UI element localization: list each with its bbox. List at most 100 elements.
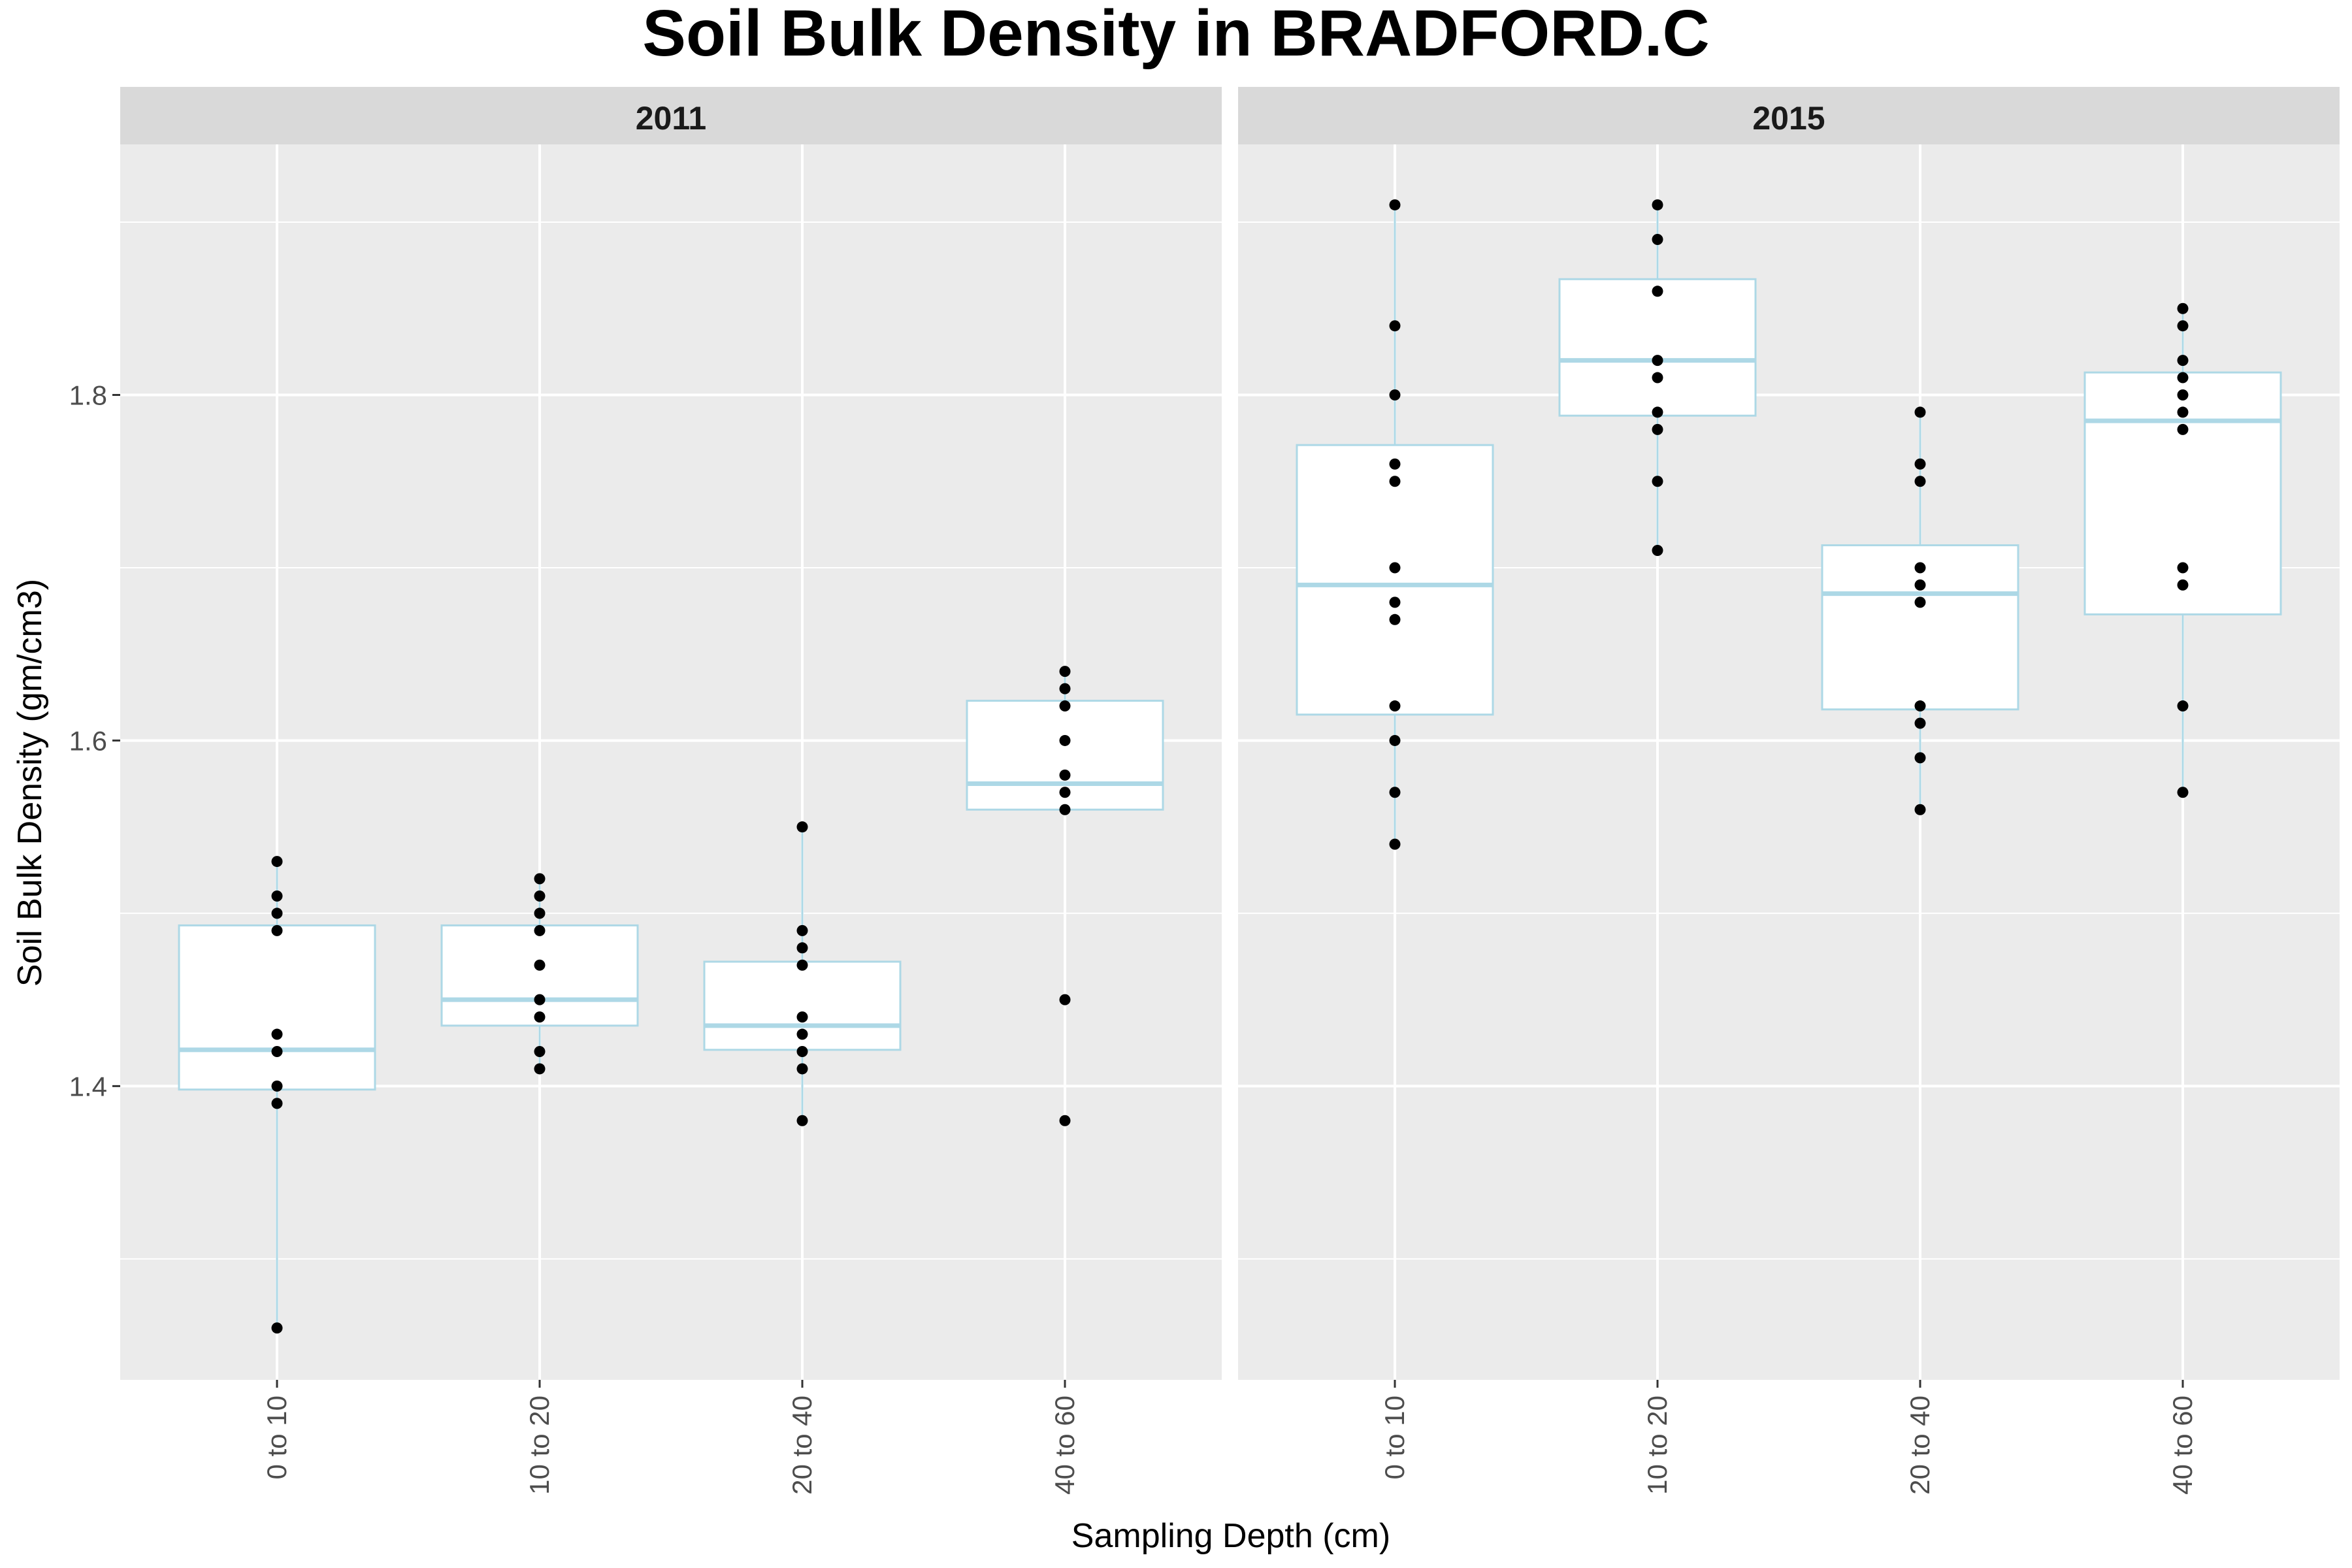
data-point bbox=[1389, 199, 1401, 211]
data-point bbox=[1389, 700, 1401, 712]
data-point bbox=[796, 1115, 808, 1126]
data-point bbox=[1652, 476, 1663, 487]
box bbox=[1558, 278, 1757, 417]
data-point bbox=[2177, 389, 2189, 400]
data-point bbox=[1389, 320, 1401, 332]
data-point bbox=[271, 1322, 283, 1334]
box bbox=[1296, 444, 1494, 716]
data-point bbox=[1652, 355, 1663, 367]
data-point bbox=[1652, 406, 1663, 418]
data-point bbox=[1059, 804, 1071, 815]
data-point bbox=[271, 1028, 283, 1040]
box bbox=[440, 924, 639, 1027]
data-point bbox=[2177, 423, 2189, 435]
data-point bbox=[1914, 458, 1926, 470]
data-point bbox=[1652, 372, 1663, 384]
data-point bbox=[1652, 545, 1663, 557]
data-point bbox=[534, 959, 546, 971]
data-point bbox=[1059, 666, 1071, 678]
x-tick-label: 0 to 10 bbox=[1379, 1396, 1410, 1479]
data-point bbox=[796, 1045, 808, 1057]
facet-label: 2011 bbox=[636, 100, 706, 137]
y-tick-label: 1.8 bbox=[69, 380, 107, 410]
y-tick-label: 1.6 bbox=[69, 725, 107, 756]
x-tick-label: 10 to 20 bbox=[524, 1396, 555, 1495]
data-point bbox=[1059, 994, 1071, 1005]
y-tick-label: 1.4 bbox=[69, 1071, 107, 1102]
data-point bbox=[1059, 769, 1071, 781]
data-point bbox=[1389, 596, 1401, 608]
data-point bbox=[1389, 476, 1401, 487]
data-point bbox=[1389, 787, 1401, 798]
data-point bbox=[2177, 355, 2189, 367]
data-point bbox=[1059, 700, 1071, 712]
data-point bbox=[1389, 389, 1401, 400]
data-point bbox=[1059, 683, 1071, 694]
data-point bbox=[534, 1045, 546, 1057]
x-tick-label: 0 to 10 bbox=[261, 1396, 292, 1479]
x-tick-label: 40 to 60 bbox=[2167, 1396, 2198, 1495]
data-point bbox=[534, 907, 546, 919]
panel-background bbox=[1238, 144, 2340, 1380]
data-point bbox=[796, 1063, 808, 1075]
data-point bbox=[1389, 613, 1401, 625]
data-point bbox=[271, 924, 283, 936]
data-point bbox=[1914, 752, 1926, 764]
data-point bbox=[1914, 804, 1926, 815]
data-point bbox=[1059, 787, 1071, 798]
x-tick-label: 20 to 40 bbox=[787, 1396, 817, 1495]
facet-label: 2015 bbox=[1752, 100, 1825, 137]
data-point bbox=[796, 1011, 808, 1023]
y-axis-title: Soil Bulk Density (gm/cm3) bbox=[11, 579, 49, 987]
data-point bbox=[796, 821, 808, 833]
data-point bbox=[1652, 423, 1663, 435]
data-point bbox=[2177, 579, 2189, 591]
data-point bbox=[1389, 838, 1401, 850]
data-point bbox=[2177, 320, 2189, 332]
data-point bbox=[1059, 734, 1071, 746]
data-point bbox=[1914, 406, 1926, 418]
data-point bbox=[1389, 562, 1401, 574]
data-point bbox=[1652, 286, 1663, 297]
data-point bbox=[271, 1098, 283, 1109]
data-point bbox=[1914, 717, 1926, 729]
data-point bbox=[271, 1080, 283, 1092]
facet-strip bbox=[120, 87, 1222, 144]
data-point bbox=[534, 1063, 546, 1075]
x-tick-label: 20 to 40 bbox=[1904, 1396, 1935, 1495]
data-point bbox=[271, 1045, 283, 1057]
x-tick-label: 40 to 60 bbox=[1049, 1396, 1080, 1495]
data-point bbox=[534, 994, 546, 1005]
data-point bbox=[534, 873, 546, 885]
data-point bbox=[1914, 476, 1926, 487]
data-point bbox=[534, 1011, 546, 1023]
data-point bbox=[2177, 700, 2189, 712]
data-point bbox=[271, 856, 283, 868]
data-point bbox=[1914, 596, 1926, 608]
data-point bbox=[1914, 579, 1926, 591]
data-point bbox=[1059, 1115, 1071, 1126]
data-point bbox=[2177, 372, 2189, 384]
data-point bbox=[1652, 233, 1663, 245]
data-point bbox=[2177, 406, 2189, 418]
x-tick-label: 10 to 20 bbox=[1642, 1396, 1673, 1495]
data-point bbox=[796, 924, 808, 936]
data-point bbox=[1914, 700, 1926, 712]
chart-title: Soil Bulk Density in BRADFORD.C bbox=[642, 0, 1709, 70]
data-point bbox=[796, 942, 808, 954]
x-axis-title: Sampling Depth (cm) bbox=[1071, 1517, 1390, 1555]
plot-layer: 2011 0 to 10 10 to 20 20 to 40 40 to 60 2015 0… bbox=[69, 87, 2340, 1495]
data-point bbox=[1652, 199, 1663, 211]
data-point bbox=[2177, 787, 2189, 798]
data-point bbox=[271, 890, 283, 902]
data-point bbox=[796, 1028, 808, 1040]
data-point bbox=[1389, 734, 1401, 746]
data-point bbox=[534, 924, 546, 936]
data-point bbox=[2177, 302, 2189, 314]
data-point bbox=[2177, 562, 2189, 574]
data-point bbox=[1914, 562, 1926, 574]
box bbox=[178, 924, 376, 1091]
data-point bbox=[534, 890, 546, 902]
